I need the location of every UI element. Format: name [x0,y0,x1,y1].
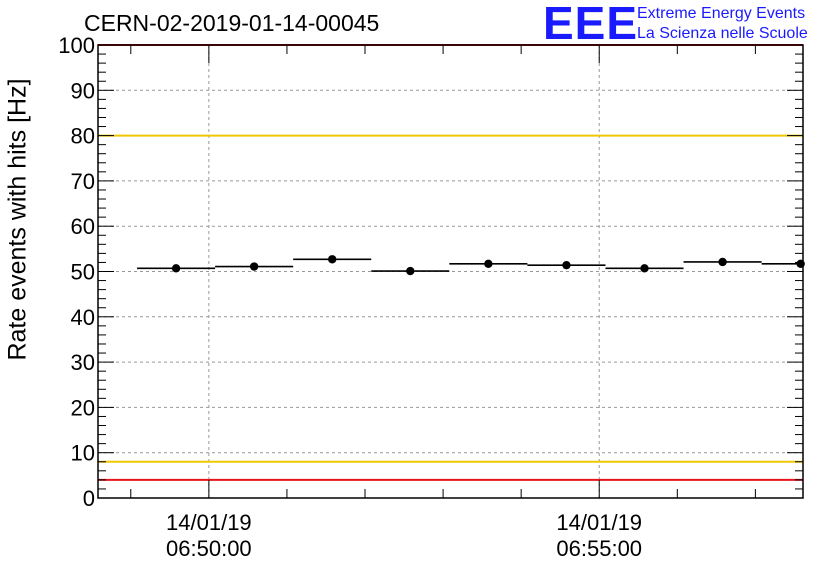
x-tick-time-label: 06:55:00 [556,536,642,561]
y-tick-label: 100 [58,33,95,58]
data-point [718,257,727,267]
y-tick-label: 90 [71,78,95,103]
chart-title: CERN-02-2019-01-14-00045 [84,10,380,36]
data-point [171,264,181,273]
data-point [406,266,415,276]
y-tick-label: 40 [71,305,95,330]
y-tick-label: 60 [71,214,95,239]
logo-text: Extreme Energy Events La Scienza nelle S… [637,4,808,44]
data-point [562,260,571,270]
eee-logo: EEE [543,0,639,49]
y-tick-label: 50 [71,260,95,285]
y-tick-label: 30 [71,350,95,375]
x-tick-date-label: 14/01/19 [166,510,252,535]
y-tick-label: 70 [71,169,95,194]
plot-frame [97,44,804,499]
data-point [484,259,493,268]
logo-line-1: Extreme Energy Events [637,5,806,22]
y-tick-label: 10 [71,441,95,466]
y-tick-label: 20 [71,395,95,420]
data-point [249,262,259,271]
x-tick-date-label: 14/01/19 [556,510,642,535]
data-point [640,264,649,273]
y-tick-label: 80 [71,124,95,149]
data-point [796,259,805,268]
x-tick-time-label: 06:50:00 [166,536,252,561]
logo-line-2: La Scienza nelle Scuole [637,25,808,42]
y-tick-label: 0 [83,486,95,511]
data-point [328,255,337,264]
